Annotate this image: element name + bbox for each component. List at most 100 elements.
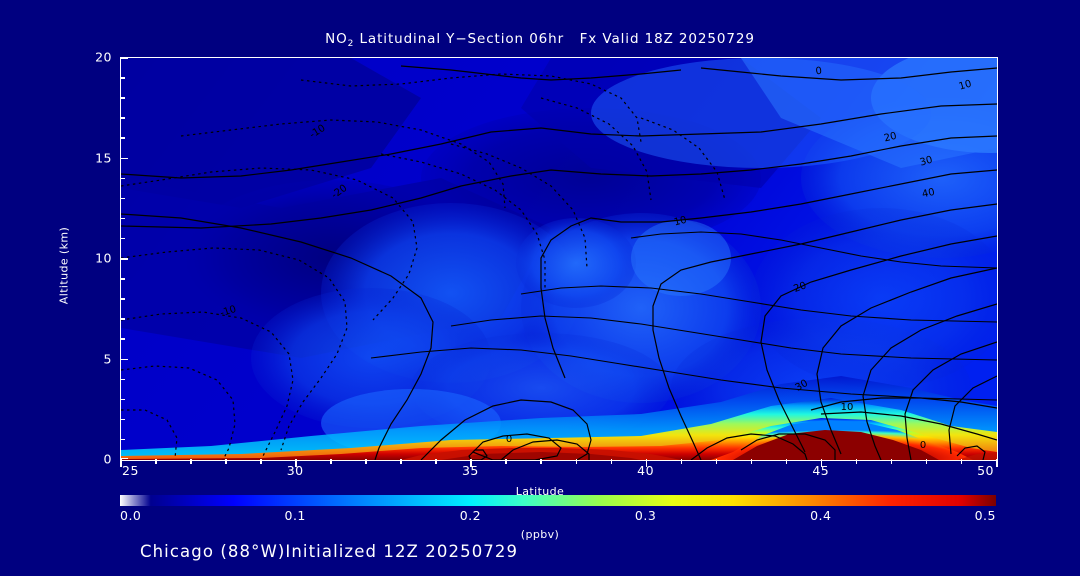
colorbar[interactable]	[120, 495, 996, 506]
contour-label: 30	[793, 378, 810, 394]
contour-labels: 0 10 20 30 40 30 20 10 0 0 -20 -10 -10 1…	[219, 66, 973, 451]
cross-section-plot[interactable]: 0 10 20 30 40 30 20 10 0 0 -20 -10 -10 1…	[120, 57, 998, 461]
x-tick-label: 50	[977, 463, 994, 478]
x-axis-title: Latitude	[515, 485, 565, 498]
y-tick-label: 5	[103, 351, 112, 366]
contour-line-negative	[121, 365, 236, 460]
x-minor-tick	[400, 459, 402, 464]
contour-label: 10	[841, 402, 854, 413]
contour-line	[400, 65, 682, 81]
contour-line	[956, 445, 986, 460]
contour-line	[450, 315, 997, 361]
contour-label: 40	[921, 187, 936, 200]
colorbar-tick-label: 0.1	[284, 508, 306, 523]
colorbar-tick-label: 0.0	[120, 508, 142, 523]
x-minor-tick	[505, 459, 507, 464]
contour-line	[652, 203, 997, 460]
x-minor-tick	[680, 459, 683, 464]
contour-label: 0	[920, 440, 926, 451]
x-minor-tick	[155, 459, 157, 464]
y-tick-label: 20	[95, 49, 112, 65]
contour-label: -20	[330, 183, 350, 202]
contour-line-negative	[121, 409, 178, 459]
title-species: NO	[325, 31, 348, 47]
title-subscript: 2	[347, 39, 355, 49]
contour-line-negative	[540, 97, 652, 201]
contour-line	[370, 347, 997, 401]
contour-label: 10	[958, 79, 973, 93]
contour-line	[500, 439, 590, 460]
contour-label: -10	[308, 123, 328, 141]
contour-line-negative	[450, 143, 588, 269]
contour-label: 20	[883, 131, 898, 145]
x-major-tick	[470, 459, 472, 467]
x-minor-tick	[785, 459, 788, 464]
x-minor-tick	[435, 459, 437, 464]
contour-line	[740, 433, 836, 460]
contour-line-negative	[180, 119, 506, 209]
x-minor-tick	[190, 459, 192, 464]
contour-line	[468, 449, 488, 460]
contour-line	[420, 399, 592, 460]
colorbar-labels: 0.0 0.1 0.2 0.3 0.4 0.5	[120, 508, 996, 526]
contour-line	[471, 433, 562, 460]
contour-line	[862, 303, 997, 460]
contour-label: 10	[673, 215, 688, 229]
colorbar-tick-label: 0.4	[810, 508, 832, 523]
x-major-tick	[996, 459, 998, 467]
x-minor-tick	[855, 459, 858, 464]
x-minor-tick	[925, 459, 928, 464]
y-tick-label: 15	[95, 150, 112, 165]
figure-footer: Chicago (88°W)Initialized 12Z 20250729	[140, 542, 519, 561]
x-tick-label: 25	[122, 463, 139, 478]
plot-inner: 0 10 20 30 40 30 20 10 0 0 -20 -10 -10 1…	[121, 58, 997, 460]
contour-label: 20	[792, 280, 808, 295]
x-major-tick	[120, 459, 122, 467]
contour-line	[690, 433, 808, 460]
contour-line	[520, 285, 997, 323]
contour-line	[760, 235, 997, 453]
contour-line	[810, 397, 997, 411]
contour-line-negative	[640, 117, 726, 201]
contour-line	[820, 411, 997, 441]
contour-line	[121, 213, 434, 460]
contour-label: 30	[919, 155, 934, 169]
x-major-tick	[645, 459, 648, 467]
contour-line-negative	[121, 311, 294, 457]
contour-label: 0	[815, 66, 822, 78]
page-title: NO2 Latitudinal Y−Section 06hr Fx Valid …	[0, 31, 1080, 49]
x-minor-tick	[260, 459, 262, 464]
contour-line-negative	[121, 167, 418, 321]
y-tick-label: 0	[103, 451, 112, 467]
x-minor-tick	[575, 459, 578, 464]
x-tick-label: 45	[812, 463, 830, 478]
x-minor-tick	[890, 459, 893, 464]
contour-line-negative	[300, 73, 642, 143]
y-axis-labels: 20 15 10 5 0	[78, 50, 112, 467]
x-tick-label: 30	[286, 463, 304, 478]
colorbar-tick-label: 0.5	[974, 508, 996, 523]
x-minor-tick	[330, 459, 332, 464]
x-tick-label: 35	[461, 463, 479, 478]
title-rest: Latitudinal Y−Section 06hr Fx Valid 18Z …	[354, 31, 755, 47]
contour-label: -10	[219, 304, 238, 320]
x-minor-tick	[225, 459, 227, 464]
x-minor-tick	[960, 459, 963, 464]
contour-line	[948, 375, 997, 455]
contour-line	[630, 231, 997, 269]
x-minor-tick	[540, 459, 542, 464]
x-axis-ticks	[120, 459, 998, 467]
y-tick-label: 10	[95, 250, 112, 266]
contour-line	[816, 267, 997, 455]
x-major-tick	[820, 459, 823, 467]
contour-line-negative	[380, 153, 546, 288]
contour-label: 0	[506, 434, 512, 445]
contour-line-layer: 0 10 20 30 40 30 20 10 0 0 -20 -10 -10 1…	[121, 65, 997, 460]
colorbar-unit-label: (ppbv)	[520, 528, 560, 541]
x-minor-tick	[750, 459, 753, 464]
y-axis-title: Altitude (km)	[57, 226, 71, 305]
x-minor-tick	[610, 459, 613, 464]
contour-line	[121, 103, 997, 179]
contour-line	[700, 67, 997, 81]
